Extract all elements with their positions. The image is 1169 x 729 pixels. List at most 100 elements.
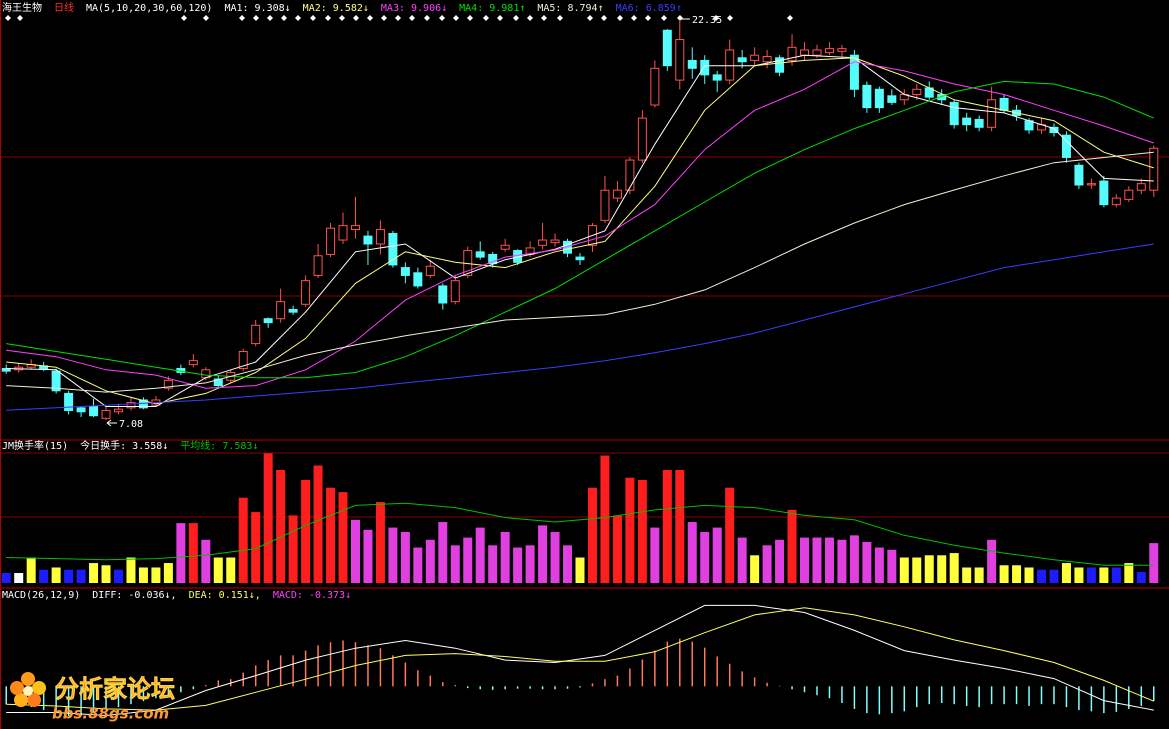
candle-body bbox=[438, 285, 448, 304]
candle-body bbox=[1061, 134, 1071, 158]
macd-bar bbox=[541, 686, 544, 690]
series-line bbox=[6, 607, 1154, 711]
legend-entry: DEA: 0.151↓, bbox=[188, 590, 261, 601]
signal-diamond bbox=[339, 15, 345, 21]
candle-body bbox=[824, 48, 834, 54]
turnover-bar bbox=[1149, 543, 1159, 583]
candle-body bbox=[251, 324, 261, 345]
candle-body bbox=[375, 229, 385, 245]
candle-body bbox=[288, 309, 298, 313]
turnover-bar bbox=[64, 569, 74, 583]
plot-area bbox=[1, 15, 1159, 717]
macd-bar bbox=[778, 685, 781, 687]
candle-body bbox=[787, 46, 797, 61]
legend-entry: MA4: 9.981↑ bbox=[459, 3, 526, 14]
candle-body bbox=[987, 99, 997, 128]
turnover-bar bbox=[874, 547, 884, 583]
turnover-bar bbox=[450, 545, 460, 583]
petal bbox=[21, 672, 35, 686]
candle-body bbox=[737, 57, 747, 63]
macd-bar bbox=[529, 686, 531, 689]
signal-diamond bbox=[483, 15, 489, 21]
candle-body bbox=[500, 244, 510, 250]
signal-diamond bbox=[453, 15, 459, 21]
macd-bar bbox=[841, 686, 843, 703]
turnover-bar bbox=[363, 529, 373, 583]
series-line bbox=[6, 54, 1154, 407]
macd-bar bbox=[217, 680, 220, 687]
candle-body bbox=[126, 402, 136, 409]
turnover-bar bbox=[525, 545, 535, 583]
macd-bar bbox=[1015, 686, 1018, 705]
turnover-bar bbox=[587, 487, 597, 583]
signal-diamond bbox=[253, 15, 259, 21]
macd-bar bbox=[42, 686, 45, 711]
turnover-bar bbox=[500, 532, 510, 583]
signal-diamond bbox=[587, 15, 593, 21]
petal bbox=[32, 681, 46, 695]
turnover-bar bbox=[937, 555, 947, 583]
macd-bar bbox=[504, 686, 506, 690]
candle-body bbox=[1099, 180, 1109, 206]
macd-bar bbox=[105, 686, 107, 711]
turnover-bar bbox=[1086, 567, 1096, 583]
candle-body bbox=[700, 59, 710, 76]
macd-bar bbox=[629, 668, 631, 687]
price-header: 海王生物 日线 MA(5,10,20,30,60,120) MA1: 9.308… bbox=[2, 3, 682, 15]
legend-entry: MA5: 8.794↑ bbox=[537, 3, 604, 14]
macd-bar bbox=[1053, 686, 1055, 705]
macd-bar bbox=[703, 647, 706, 687]
candle-body bbox=[263, 318, 273, 324]
turnover-bar bbox=[849, 535, 859, 583]
turnover-bar bbox=[612, 515, 622, 583]
candle-body bbox=[575, 256, 585, 261]
macd-bar bbox=[1028, 686, 1030, 706]
macd-bar bbox=[205, 685, 207, 687]
signal-diamond bbox=[281, 15, 287, 21]
macd-bar bbox=[791, 686, 793, 690]
signal-diamond bbox=[661, 15, 667, 21]
candle-body bbox=[662, 29, 672, 67]
signal-diamond bbox=[239, 15, 245, 21]
signal-diamond bbox=[395, 15, 401, 21]
signal-diamond bbox=[17, 15, 23, 21]
legend-entry: DIFF: -0.036↓, bbox=[92, 590, 177, 601]
signal-diamond bbox=[631, 15, 637, 21]
turnover-bar bbox=[413, 547, 423, 583]
macd-bar bbox=[741, 671, 743, 687]
signal-diamond bbox=[787, 15, 793, 21]
macd-bar bbox=[1065, 686, 1068, 708]
turnover-bar bbox=[26, 557, 36, 583]
candle-body bbox=[800, 49, 810, 56]
candle-body bbox=[762, 56, 772, 63]
signal-diamond bbox=[295, 15, 301, 21]
macd-bar bbox=[67, 686, 70, 717]
panel-title: MACD(26,12,9) bbox=[2, 590, 81, 601]
signal-diamond bbox=[267, 15, 273, 21]
macd-bar bbox=[142, 686, 145, 702]
turnover-bar bbox=[463, 537, 473, 583]
macd-bar bbox=[891, 686, 893, 714]
signal-diamond bbox=[601, 15, 607, 21]
high-annotation: 22.35 bbox=[692, 15, 722, 26]
candle-body bbox=[326, 227, 336, 255]
macd-bar bbox=[965, 686, 968, 706]
macd-bar bbox=[728, 663, 731, 687]
signal-diamond bbox=[181, 15, 187, 21]
candle-body bbox=[338, 225, 348, 241]
candle-body bbox=[413, 272, 423, 287]
candle-body bbox=[188, 360, 198, 366]
macd-bar bbox=[329, 642, 332, 687]
macd-bar bbox=[903, 686, 906, 712]
macd-bar bbox=[990, 686, 993, 705]
macd-bar bbox=[267, 660, 269, 687]
candle-body bbox=[238, 350, 248, 370]
macd-bar bbox=[641, 659, 644, 687]
signal-diamond bbox=[713, 15, 719, 21]
turnover-bar bbox=[887, 549, 897, 583]
turnover-bar bbox=[824, 537, 834, 583]
signal-diamond bbox=[527, 15, 533, 21]
candle-body bbox=[350, 225, 360, 231]
macd-bar bbox=[317, 645, 319, 687]
